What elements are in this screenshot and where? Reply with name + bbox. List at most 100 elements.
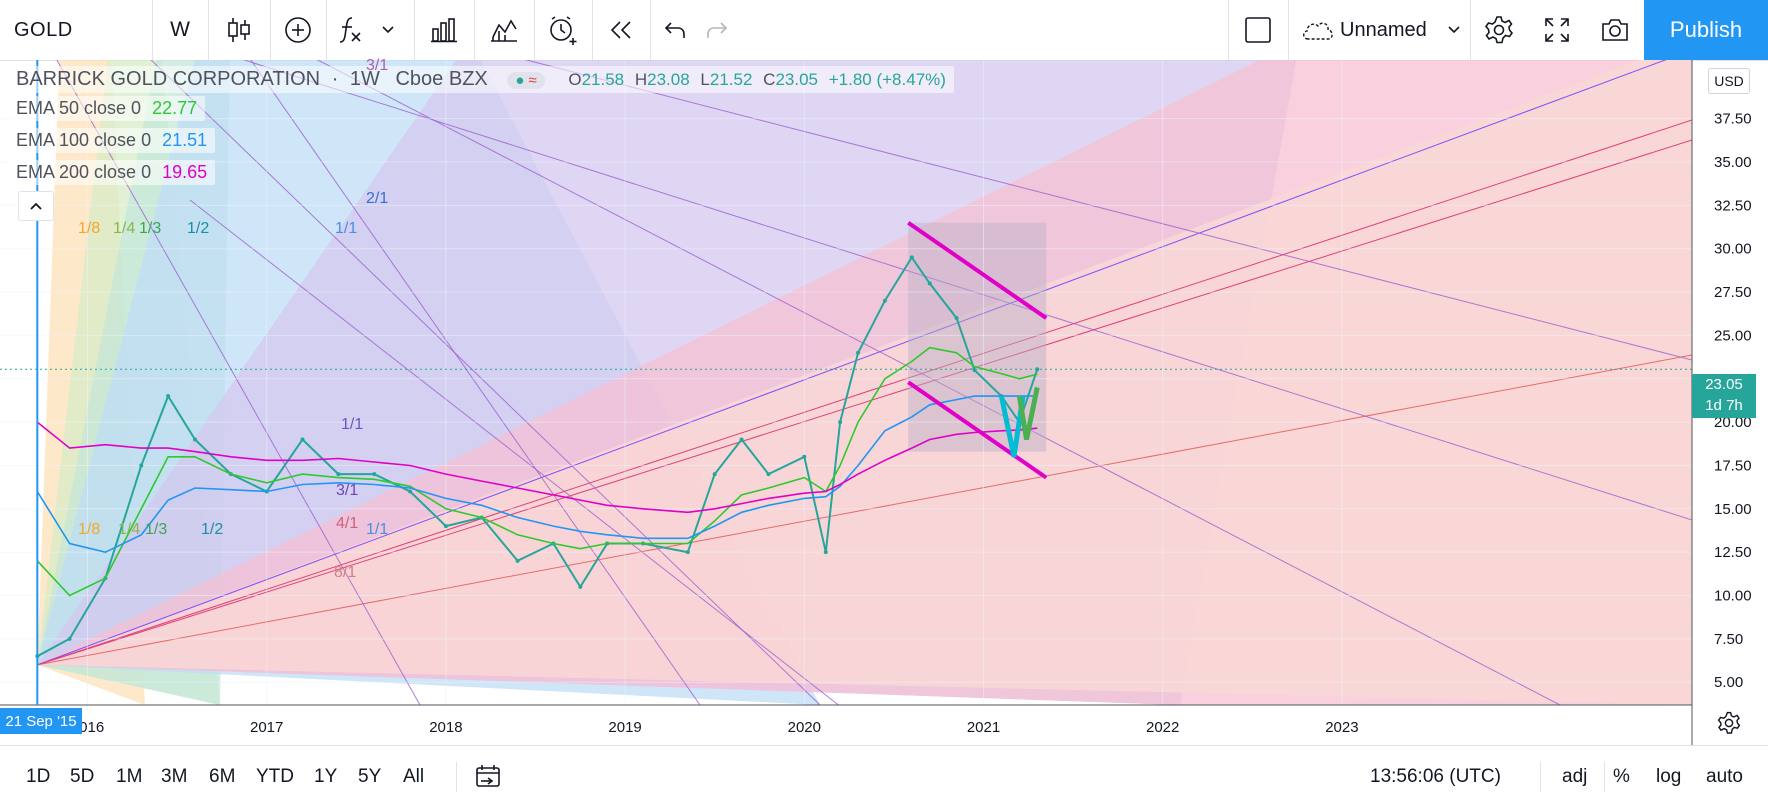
- add-compare-icon: [285, 17, 311, 43]
- chevron-down-icon: [382, 26, 394, 34]
- alert-button[interactable]: [534, 0, 592, 60]
- separator: [414, 0, 415, 60]
- alert-icon: [550, 16, 577, 45]
- range-all[interactable]: All: [403, 746, 424, 807]
- indicators-button[interactable]: [326, 0, 374, 60]
- indicator-ema100[interactable]: EMA 100 close 0 21.51: [8, 128, 216, 153]
- layout-name-label: Unnamed: [1340, 18, 1427, 41]
- range-label: 1D: [26, 765, 51, 787]
- replay-button[interactable]: [592, 0, 650, 60]
- symbol-search[interactable]: GOLD: [0, 0, 152, 60]
- legend-title-row[interactable]: BARRICK GOLD CORPORATION · 1W Cboe BZX ●…: [8, 66, 954, 93]
- goto-date-button[interactable]: [474, 746, 504, 807]
- range-label: 1Y: [314, 765, 338, 787]
- range-1d[interactable]: 1D: [26, 746, 50, 807]
- price-point: [712, 472, 717, 477]
- clock[interactable]: 13:56:06 (UTC): [1370, 746, 1501, 807]
- price-point: [882, 298, 887, 303]
- open-value: 21.58: [581, 70, 625, 89]
- toggle-label: auto: [1706, 765, 1743, 787]
- ohlc-values: O21.58 H23.08 L21.52 C23.05 +1.80 (+8.47…: [568, 70, 946, 89]
- separator: [270, 0, 271, 60]
- y-tick-label: 7.50: [1714, 631, 1743, 648]
- price-point: [578, 584, 583, 589]
- y-tick-label: 32.50: [1714, 197, 1752, 214]
- compare-button[interactable]: [270, 0, 326, 60]
- legend-collapse-button[interactable]: [18, 191, 54, 221]
- auto-toggle[interactable]: auto: [1706, 746, 1743, 807]
- price-point: [685, 550, 690, 555]
- range-5y[interactable]: 5Y: [358, 746, 381, 807]
- y-tick-label: 35.00: [1714, 154, 1752, 171]
- settings-button[interactable]: [1470, 0, 1528, 60]
- log-toggle[interactable]: log: [1656, 746, 1681, 807]
- price-point: [408, 489, 413, 494]
- interval-button[interactable]: W: [152, 0, 208, 60]
- layout-button[interactable]: [1228, 0, 1288, 60]
- separator: [1288, 0, 1289, 60]
- last-price-label: 23.05 1d 7h: [1692, 374, 1756, 418]
- fan-label: 4/1: [336, 515, 359, 532]
- separator: [534, 0, 535, 60]
- range-1m[interactable]: 1M: [116, 746, 142, 807]
- redo-button[interactable]: [697, 0, 737, 60]
- fan-line: [250, 60, 701, 705]
- range-label: 3M: [161, 765, 188, 787]
- y-tick-label: 25.00: [1714, 327, 1752, 344]
- range-3m[interactable]: 3M: [161, 746, 187, 807]
- percent-toggle[interactable]: %: [1613, 746, 1630, 807]
- range-ytd[interactable]: YTD: [256, 746, 294, 807]
- fan-label: 8/1: [334, 564, 357, 581]
- toggle-label: %: [1613, 765, 1630, 787]
- layout-dropdown[interactable]: [1440, 0, 1468, 60]
- fullscreen-button[interactable]: [1528, 0, 1586, 60]
- indicator-value: 21.51: [162, 130, 208, 150]
- range-1y[interactable]: 1Y: [314, 746, 337, 807]
- cloud-icon: [1303, 22, 1333, 40]
- separator: [1228, 0, 1229, 60]
- start-date-label: 21 Sep '15: [5, 712, 77, 730]
- channel-upper-line: [907, 221, 1048, 320]
- adj-toggle[interactable]: adj: [1562, 746, 1587, 807]
- publish-button[interactable]: Publish: [1644, 0, 1768, 60]
- templates-button[interactable]: [474, 0, 534, 60]
- price-chart[interactable]: 5.007.5010.0012.5015.0017.5020.0022.5025…: [0, 60, 1768, 745]
- y-tick-label: 15.00: [1714, 501, 1752, 518]
- settings-icon: [1717, 711, 1741, 734]
- chevron-up-icon: [30, 202, 42, 210]
- indicator-ema50[interactable]: EMA 50 close 0 22.77: [8, 96, 206, 121]
- price-point: [139, 463, 144, 468]
- separator: [650, 0, 651, 60]
- range-6m[interactable]: 6M: [209, 746, 235, 807]
- fan-line: [150, 60, 821, 705]
- y-tick-label: 20.00: [1714, 414, 1752, 431]
- price-point: [300, 437, 305, 442]
- indicator-ema200[interactable]: EMA 200 close 0 19.65: [8, 160, 216, 185]
- toggle-label: log: [1656, 765, 1682, 787]
- undo-button[interactable]: [655, 0, 695, 60]
- fan-label: 1/3: [139, 220, 162, 237]
- ema-line-2: [36, 395, 1038, 554]
- price-point: [972, 368, 977, 373]
- fan-label: 1/1: [366, 521, 389, 538]
- indicators-dropdown[interactable]: [374, 0, 402, 60]
- financials-button[interactable]: [414, 0, 474, 60]
- toggle-label: adj: [1562, 765, 1588, 787]
- delayed-icon: ≈: [528, 72, 537, 89]
- currency-button[interactable]: USD: [1708, 68, 1750, 94]
- price-point: [856, 350, 861, 355]
- fan-label: 3/1: [366, 57, 389, 74]
- undo-icon: [664, 22, 685, 38]
- chart-style-button[interactable]: [208, 0, 270, 60]
- snapshot-button[interactable]: [1586, 0, 1644, 60]
- chart-settings-button[interactable]: [1714, 708, 1744, 738]
- layout-name[interactable]: Unnamed: [1340, 0, 1450, 60]
- cloud-save-button[interactable]: [1296, 0, 1340, 60]
- candles-icon: [228, 18, 250, 42]
- indicators-icon: [339, 17, 361, 43]
- fan-line: [37, 60, 1667, 666]
- chart-area[interactable]: 5.007.5010.0012.5015.0017.5020.0022.5025…: [0, 57, 1768, 745]
- y-tick-label: 37.50: [1714, 111, 1752, 128]
- range-5d[interactable]: 5D: [70, 746, 94, 807]
- high-value: 23.08: [647, 70, 690, 89]
